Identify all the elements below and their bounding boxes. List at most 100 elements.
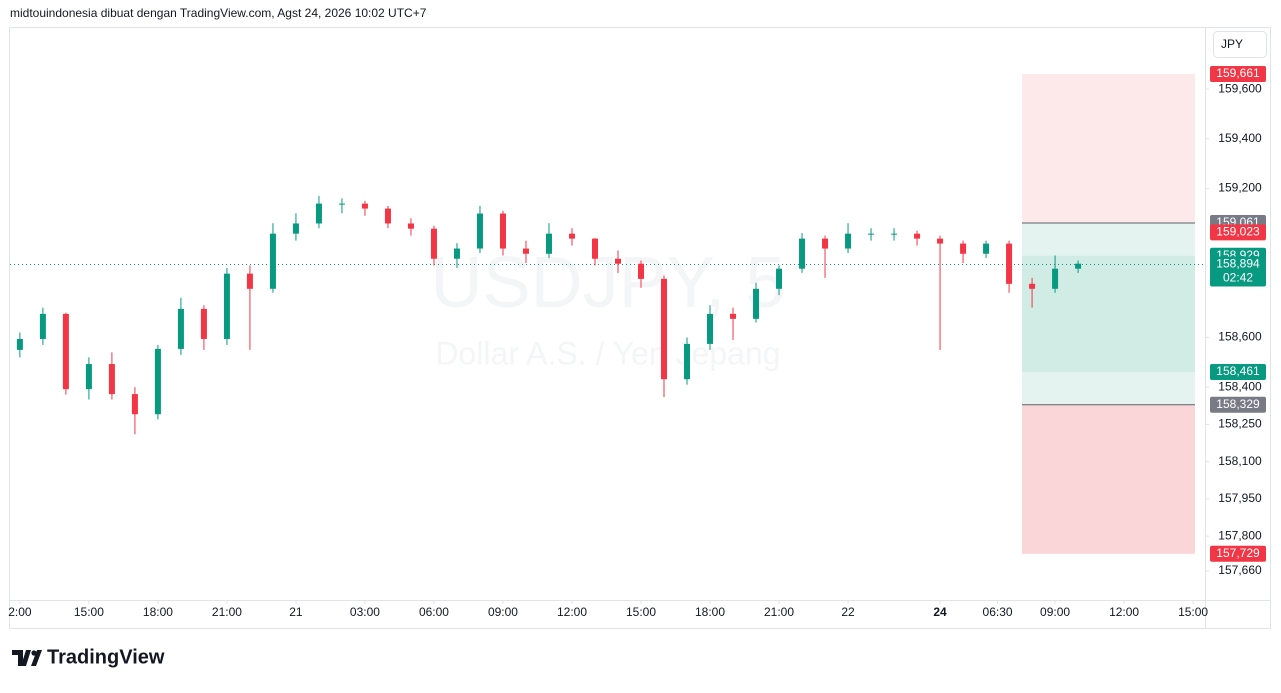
x-tick-label: 18:00: [695, 605, 725, 619]
candle-body: [384, 208, 391, 224]
price-label: 158,894: [1216, 257, 1260, 271]
candle-body: [937, 238, 944, 244]
candle-body: [361, 203, 368, 209]
candle-body: [131, 394, 138, 415]
candle-body: [246, 273, 253, 289]
candle-body: [85, 364, 92, 390]
price-label-box: [1210, 545, 1266, 562]
y-tick-label: 158,100: [1218, 454, 1262, 468]
price-label: 159,661: [1216, 66, 1260, 80]
candle-body: [292, 223, 299, 234]
candle-body: [407, 223, 414, 229]
candle-body: [269, 233, 276, 289]
x-tick-label: 06:00: [419, 605, 449, 619]
candle-body: [1006, 243, 1013, 284]
header: midtouindonesia dibuat dengan TradingVie…: [10, 6, 427, 20]
candle-body: [914, 233, 921, 239]
candle-body: [476, 213, 483, 249]
candle-body: [453, 248, 460, 259]
candle-body: [62, 313, 69, 390]
y-tick-label: 158,600: [1218, 330, 1262, 344]
candle-body: [614, 258, 621, 264]
logo-icon: [31, 650, 42, 666]
x-tick-label: 21:00: [212, 605, 242, 619]
x-tick-label: 12:00: [1109, 605, 1139, 619]
candle-body: [845, 233, 852, 249]
candle-body: [568, 233, 575, 239]
candle-body: [891, 233, 898, 235]
price-label: 158,461: [1216, 364, 1260, 378]
x-tick-label: 18:00: [143, 605, 173, 619]
x-tick-label: 22: [841, 605, 855, 619]
watermark-name: Dollar A.S. / Yen Jepang: [435, 335, 780, 371]
chart-frame: [9, 27, 1271, 629]
price-label-box: [1210, 363, 1266, 380]
position-zone: [1022, 404, 1195, 554]
candle-body: [177, 308, 184, 349]
y-tick-label: 158,400: [1218, 379, 1262, 393]
y-tick-label: 158,250: [1218, 417, 1262, 431]
x-tick-label: 2:00: [8, 605, 32, 619]
plot: USDJPY, 5 Dollar A.S. / Yen Jepang 159,600…: [8, 65, 1266, 619]
candle-body: [983, 243, 990, 254]
y-tick-label: 157,800: [1218, 528, 1262, 542]
candle-body: [591, 238, 598, 259]
candle-body: [430, 228, 437, 259]
position-zone: [1022, 73, 1195, 223]
x-tick-label: 15:00: [626, 605, 656, 619]
candle-body: [545, 233, 552, 254]
currency-button[interactable]: [1213, 31, 1267, 58]
price-label-box: [1210, 396, 1266, 413]
candle-body: [822, 238, 829, 249]
price-label: 157,729: [1216, 546, 1260, 560]
price-label-box: [1210, 224, 1266, 241]
candle-body: [753, 288, 760, 319]
currency-label[interactable]: JPY: [1221, 37, 1243, 51]
position-zone: [1022, 255, 1195, 372]
y-tick-label: 157,660: [1218, 563, 1262, 577]
candle-body: [522, 248, 529, 254]
y-tick-label: 159,400: [1218, 131, 1262, 145]
logo-dot: [31, 650, 37, 656]
x-tick-label: 09:00: [1040, 605, 1070, 619]
logo-text: TradingView: [47, 646, 165, 668]
logo: TradingView: [12, 646, 165, 668]
x-tick-label: 15:00: [1178, 605, 1208, 619]
candle-body: [223, 273, 230, 339]
x-tick-label: 21: [289, 605, 303, 619]
x-tick-label: 21:00: [764, 605, 794, 619]
candle-body: [799, 238, 806, 269]
price-label-box: [1210, 256, 1266, 287]
candle-body: [1029, 283, 1036, 289]
candle-body: [960, 243, 967, 254]
x-tick-label: 15:00: [74, 605, 104, 619]
price-label-box: [1210, 65, 1266, 82]
candle-body: [661, 278, 668, 380]
candle-body: [154, 348, 161, 415]
price-label: 159,023: [1216, 225, 1260, 239]
logo-icon: [12, 650, 31, 666]
x-tick-label: 09:00: [488, 605, 518, 619]
candle-body: [868, 233, 875, 235]
candle-body: [200, 308, 207, 339]
watermark-symbol: USDJPY, 5: [431, 243, 786, 323]
candle-body: [108, 364, 115, 395]
candle-body: [499, 213, 506, 249]
y-tick-label: 159,200: [1218, 181, 1262, 195]
x-tick-label: 12:00: [557, 605, 587, 619]
price-label-timer: 02:42: [1223, 271, 1253, 285]
candle-body: [730, 313, 737, 319]
candle-body: [16, 338, 23, 350]
x-tick-label: 06:30: [983, 605, 1013, 619]
y-tick-label: 157,950: [1218, 491, 1262, 505]
candle-body: [315, 203, 322, 224]
x-tick-label: 24: [933, 605, 947, 619]
x-tick-label: 03:00: [350, 605, 380, 619]
candle-body: [39, 313, 46, 339]
candle-body: [1052, 268, 1059, 289]
candle-body: [338, 203, 345, 205]
candle-body: [684, 343, 691, 380]
y-tick-label: 159,600: [1218, 81, 1262, 95]
